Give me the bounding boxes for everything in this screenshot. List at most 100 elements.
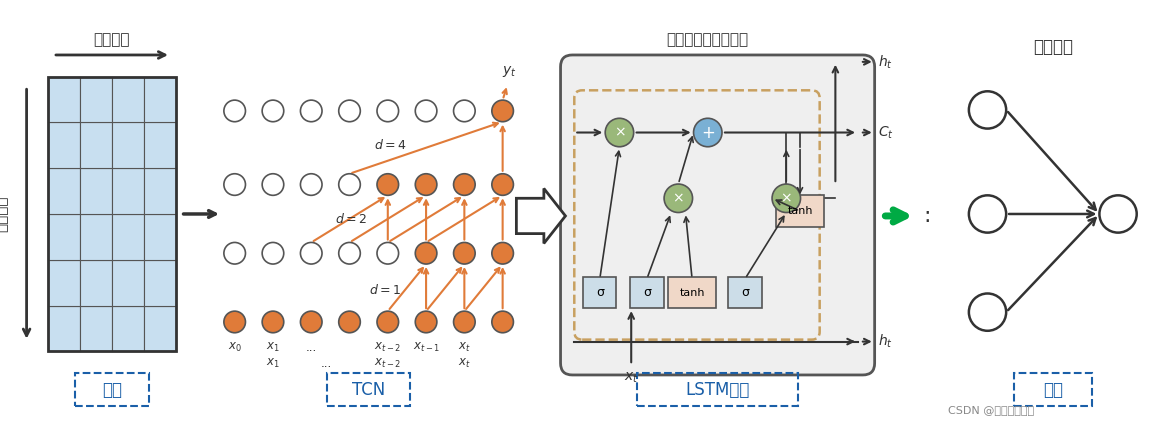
Polygon shape bbox=[517, 188, 566, 243]
Bar bbox=[49, 168, 80, 214]
Text: 时间维度: 时间维度 bbox=[0, 196, 8, 232]
Circle shape bbox=[338, 174, 360, 196]
Circle shape bbox=[224, 100, 246, 122]
Circle shape bbox=[377, 242, 399, 264]
Circle shape bbox=[491, 242, 513, 264]
Text: ×: × bbox=[672, 191, 684, 205]
Text: σ: σ bbox=[741, 286, 749, 299]
Bar bbox=[112, 214, 144, 260]
Text: σ: σ bbox=[596, 286, 604, 299]
Text: CSDN @机器学习之心: CSDN @机器学习之心 bbox=[948, 405, 1034, 415]
FancyBboxPatch shape bbox=[630, 277, 664, 308]
Bar bbox=[80, 122, 112, 168]
Circle shape bbox=[338, 311, 360, 333]
Text: $x_t$: $x_t$ bbox=[458, 357, 471, 370]
Circle shape bbox=[415, 174, 437, 196]
Circle shape bbox=[338, 100, 360, 122]
Circle shape bbox=[491, 311, 513, 333]
Circle shape bbox=[453, 100, 475, 122]
Circle shape bbox=[377, 174, 399, 196]
Text: ...: ... bbox=[320, 357, 331, 370]
Circle shape bbox=[969, 91, 1006, 129]
FancyBboxPatch shape bbox=[561, 55, 875, 375]
Bar bbox=[144, 214, 176, 260]
Text: $x_t$: $x_t$ bbox=[624, 371, 639, 386]
Circle shape bbox=[377, 311, 399, 333]
Bar bbox=[144, 122, 176, 168]
Text: $x_{t-2}$: $x_{t-2}$ bbox=[374, 357, 401, 370]
Text: $y_t$: $y_t$ bbox=[502, 63, 517, 78]
Bar bbox=[80, 214, 112, 260]
Circle shape bbox=[415, 100, 437, 122]
Circle shape bbox=[300, 311, 322, 333]
Circle shape bbox=[491, 174, 513, 196]
Circle shape bbox=[415, 242, 437, 264]
Circle shape bbox=[969, 196, 1006, 233]
Circle shape bbox=[693, 118, 722, 147]
Bar bbox=[80, 168, 112, 214]
Bar bbox=[49, 77, 176, 351]
FancyBboxPatch shape bbox=[668, 277, 716, 308]
Circle shape bbox=[262, 174, 284, 196]
Text: $x_1$: $x_1$ bbox=[267, 341, 279, 354]
Text: $d=2$: $d=2$ bbox=[335, 212, 366, 226]
Bar bbox=[49, 260, 80, 305]
Circle shape bbox=[605, 118, 634, 147]
Text: 特征维度: 特征维度 bbox=[94, 32, 130, 47]
Circle shape bbox=[262, 242, 284, 264]
Text: tanh: tanh bbox=[787, 206, 812, 216]
Circle shape bbox=[1100, 196, 1137, 233]
Circle shape bbox=[224, 311, 246, 333]
Text: $C_t$: $C_t$ bbox=[877, 124, 894, 141]
Bar bbox=[80, 260, 112, 305]
Text: +: + bbox=[701, 124, 715, 141]
Text: :: : bbox=[924, 206, 931, 226]
Text: $x_t$: $x_t$ bbox=[458, 341, 471, 354]
Circle shape bbox=[262, 311, 284, 333]
Circle shape bbox=[338, 242, 360, 264]
Circle shape bbox=[772, 184, 801, 213]
Bar bbox=[80, 77, 112, 122]
Text: 全连接层: 全连接层 bbox=[1033, 38, 1073, 56]
Circle shape bbox=[969, 294, 1006, 331]
Text: tanh: tanh bbox=[679, 288, 705, 297]
FancyBboxPatch shape bbox=[583, 277, 617, 308]
Bar bbox=[112, 77, 144, 122]
Bar bbox=[49, 214, 80, 260]
Text: ×: × bbox=[613, 126, 625, 139]
Text: $x_{t-2}$: $x_{t-2}$ bbox=[374, 341, 401, 354]
Bar bbox=[49, 305, 80, 351]
Text: $x_1$: $x_1$ bbox=[267, 357, 279, 370]
Bar bbox=[80, 305, 112, 351]
Text: TCN: TCN bbox=[352, 381, 385, 399]
Circle shape bbox=[300, 174, 322, 196]
Bar bbox=[49, 122, 80, 168]
Bar bbox=[144, 77, 176, 122]
Text: ...: ... bbox=[306, 341, 316, 354]
Text: 输出: 输出 bbox=[1043, 381, 1063, 399]
Circle shape bbox=[415, 311, 437, 333]
Text: ×: × bbox=[780, 191, 792, 205]
Circle shape bbox=[453, 242, 475, 264]
Circle shape bbox=[300, 100, 322, 122]
Circle shape bbox=[300, 242, 322, 264]
Circle shape bbox=[453, 311, 475, 333]
Text: 输入: 输入 bbox=[102, 381, 122, 399]
Bar bbox=[49, 77, 80, 122]
Text: $x_{t-1}$: $x_{t-1}$ bbox=[413, 341, 439, 354]
Text: $d=1$: $d=1$ bbox=[370, 282, 401, 296]
Text: $h_t$: $h_t$ bbox=[877, 53, 892, 71]
Text: σ: σ bbox=[643, 286, 651, 299]
FancyBboxPatch shape bbox=[777, 196, 824, 227]
Bar bbox=[144, 305, 176, 351]
Text: 遗忘门输入门输出门: 遗忘门输入门输出门 bbox=[666, 32, 749, 47]
Bar bbox=[112, 122, 144, 168]
Text: LSTM网络: LSTM网络 bbox=[685, 381, 750, 399]
Circle shape bbox=[262, 100, 284, 122]
Circle shape bbox=[224, 174, 246, 196]
Bar bbox=[112, 260, 144, 305]
Circle shape bbox=[224, 242, 246, 264]
Circle shape bbox=[664, 184, 693, 213]
Bar bbox=[144, 260, 176, 305]
Circle shape bbox=[377, 100, 399, 122]
